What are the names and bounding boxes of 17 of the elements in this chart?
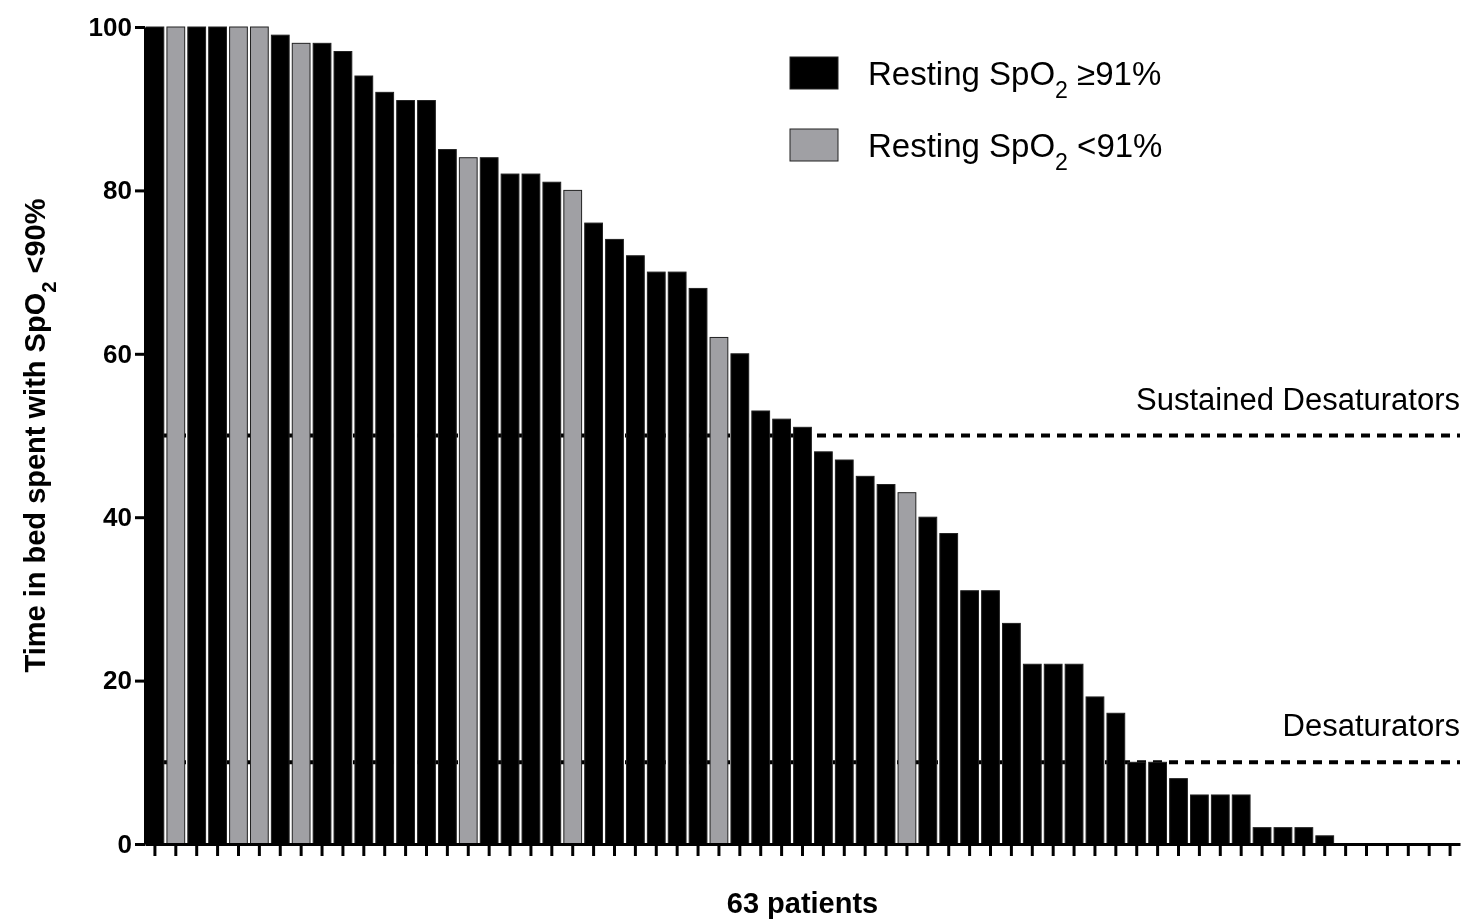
ref-line-label: Sustained Desaturators xyxy=(1136,381,1460,417)
y-tick-label: 100 xyxy=(88,11,132,42)
x-axis-title: 63 patients xyxy=(726,887,879,919)
bar xyxy=(458,157,478,845)
bar xyxy=(249,26,269,845)
y-tick-label: 20 xyxy=(103,665,132,696)
ref-line-label: Desaturators xyxy=(1282,708,1460,744)
legend-label: Resting SpO$_{2}$ <91% xyxy=(868,127,1163,175)
bar xyxy=(229,26,248,845)
y-tick-label: 0 xyxy=(117,828,132,859)
bar xyxy=(563,189,583,845)
legend-label: Resting SpO$_{2}$ ≥91% xyxy=(868,55,1162,103)
bar xyxy=(291,42,311,845)
y-tick-label: 80 xyxy=(103,175,132,206)
y-tick-label: 60 xyxy=(103,338,132,369)
bar xyxy=(166,26,186,845)
y-tick-label: 40 xyxy=(103,502,132,533)
